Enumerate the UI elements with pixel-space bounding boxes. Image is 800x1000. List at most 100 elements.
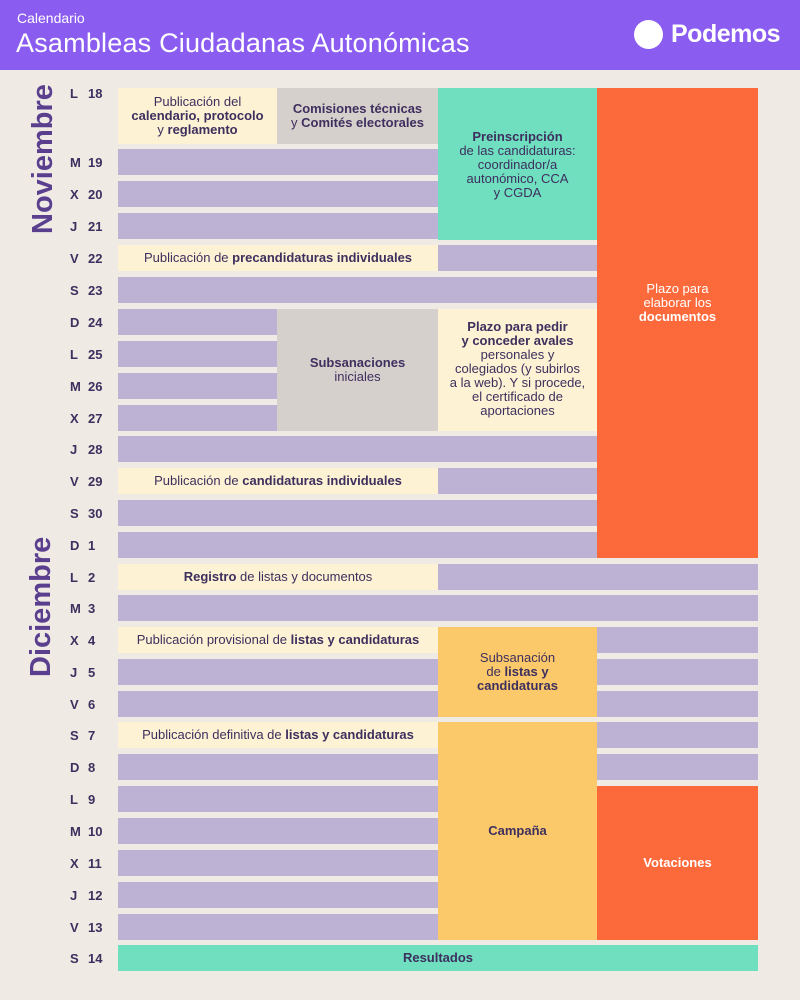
day-letter: S [70, 950, 79, 966]
day-label: X 11 [64, 850, 110, 876]
text-line: Comités electorales [301, 115, 424, 130]
text-line: listas y candidaturas [290, 632, 420, 647]
text-line: reglamento [167, 122, 238, 137]
brand-logo: Podemos [634, 19, 781, 49]
text-line: documentos [638, 309, 717, 324]
day-letter: J [70, 441, 78, 457]
text-line: listas y candidaturas [285, 727, 414, 742]
text-line: Registro [183, 569, 237, 584]
text-line: iniciales [334, 369, 381, 384]
day-letter: X [70, 410, 79, 426]
day-label: S 30 [64, 500, 110, 526]
day-number: 18 [88, 86, 103, 101]
timeline-bar [118, 213, 438, 239]
text-line: el certificado de [471, 389, 564, 404]
text-line: listas y [504, 664, 549, 679]
event-publicacion-calendario: Publicación del calendario, protocolo y … [118, 88, 277, 144]
day-number: 3 [88, 600, 96, 616]
logo-circle-icon [634, 19, 663, 49]
day-label: M 10 [64, 818, 110, 844]
day-number: 30 [88, 505, 103, 521]
text-line: colegiados (y subirlos [454, 361, 580, 376]
text-line: Subsanaciones [309, 355, 406, 370]
day-letter: L [70, 86, 78, 101]
day-label: X 20 [64, 181, 110, 207]
day-letter: S [70, 282, 79, 298]
day-label: L 18 [64, 86, 110, 112]
timeline-bar [118, 882, 438, 908]
text-line: y [291, 115, 302, 130]
day-number: 13 [88, 919, 103, 935]
text-line: coordinador/a [477, 157, 558, 172]
text-line: y conceder avales [461, 333, 574, 348]
day-label: X 27 [64, 405, 110, 431]
text-line: Comisiones técnicas [292, 101, 423, 116]
day-number: 10 [88, 823, 103, 839]
day-letter: M [70, 600, 81, 616]
timeline-bar [597, 754, 758, 780]
day-label: V 13 [64, 914, 110, 940]
event-avales: Plazo para pedir y conceder avales perso… [438, 309, 597, 431]
timeline-bar [438, 245, 597, 271]
timeline-bar [118, 181, 438, 207]
day-letter: J [70, 887, 78, 903]
text-line: Plazo para pedir [467, 319, 568, 334]
text-line: candidaturas individuales [242, 473, 402, 488]
day-letter: J [70, 664, 78, 680]
text-line: de las candidaturas: [459, 143, 576, 158]
day-number: 7 [88, 727, 96, 743]
day-label: S 14 [64, 945, 110, 971]
day-letter: M [70, 154, 81, 170]
day-number: 21 [88, 218, 103, 234]
day-number: 22 [88, 250, 103, 266]
text-line: elaborar los [643, 295, 712, 310]
day-letter: X [70, 855, 79, 871]
day-number: 11 [88, 855, 102, 871]
day-letter: D [70, 314, 80, 330]
timeline-bar [118, 850, 438, 876]
text-line: de [486, 664, 505, 679]
day-number: 27 [88, 410, 103, 426]
timeline-bar [118, 754, 438, 780]
day-letter: V [70, 919, 79, 935]
day-number: 5 [88, 664, 96, 680]
month-december: Diciembre [25, 536, 57, 677]
timeline-bar [597, 691, 758, 717]
day-number: 12 [88, 887, 103, 903]
day-letter: M [70, 823, 81, 839]
text-line: Publicación de [143, 250, 233, 265]
day-label: J 12 [64, 882, 110, 908]
text-line: calendario, protocolo [131, 108, 264, 123]
text-line: aportaciones [480, 403, 555, 418]
day-letter: V [70, 696, 79, 712]
timeline-bar [118, 500, 597, 526]
event-subsanaciones: Subsanaciones iniciales [277, 309, 438, 431]
timeline-bar [118, 405, 277, 431]
header-banner: Calendario Asambleas Ciudadanas Autonómi… [0, 0, 800, 70]
text-line: precandidaturas individuales [232, 250, 413, 265]
timeline-bar [118, 818, 438, 844]
day-number: 19 [88, 154, 103, 170]
event-comisiones: Comisiones técnicas y Comités electorale… [277, 88, 438, 144]
day-label: V 22 [64, 245, 110, 271]
timeline-bar [118, 786, 438, 812]
day-letter: X [70, 632, 79, 648]
day-number: 24 [88, 314, 103, 330]
header-subtitle: Calendario [17, 10, 85, 26]
day-number: 6 [88, 696, 96, 712]
text-line: de listas y documentos [236, 569, 373, 584]
text-line: y [157, 122, 168, 137]
timeline-bar [118, 149, 438, 175]
day-letter: D [70, 537, 80, 553]
timeline-bar [597, 659, 758, 685]
day-number: 26 [88, 378, 103, 394]
day-number: 14 [88, 950, 103, 966]
day-number: 8 [88, 759, 96, 775]
timeline-bar [438, 468, 597, 494]
text-line: Publicación definitiva de [142, 727, 286, 742]
timeline-bar [597, 722, 758, 748]
